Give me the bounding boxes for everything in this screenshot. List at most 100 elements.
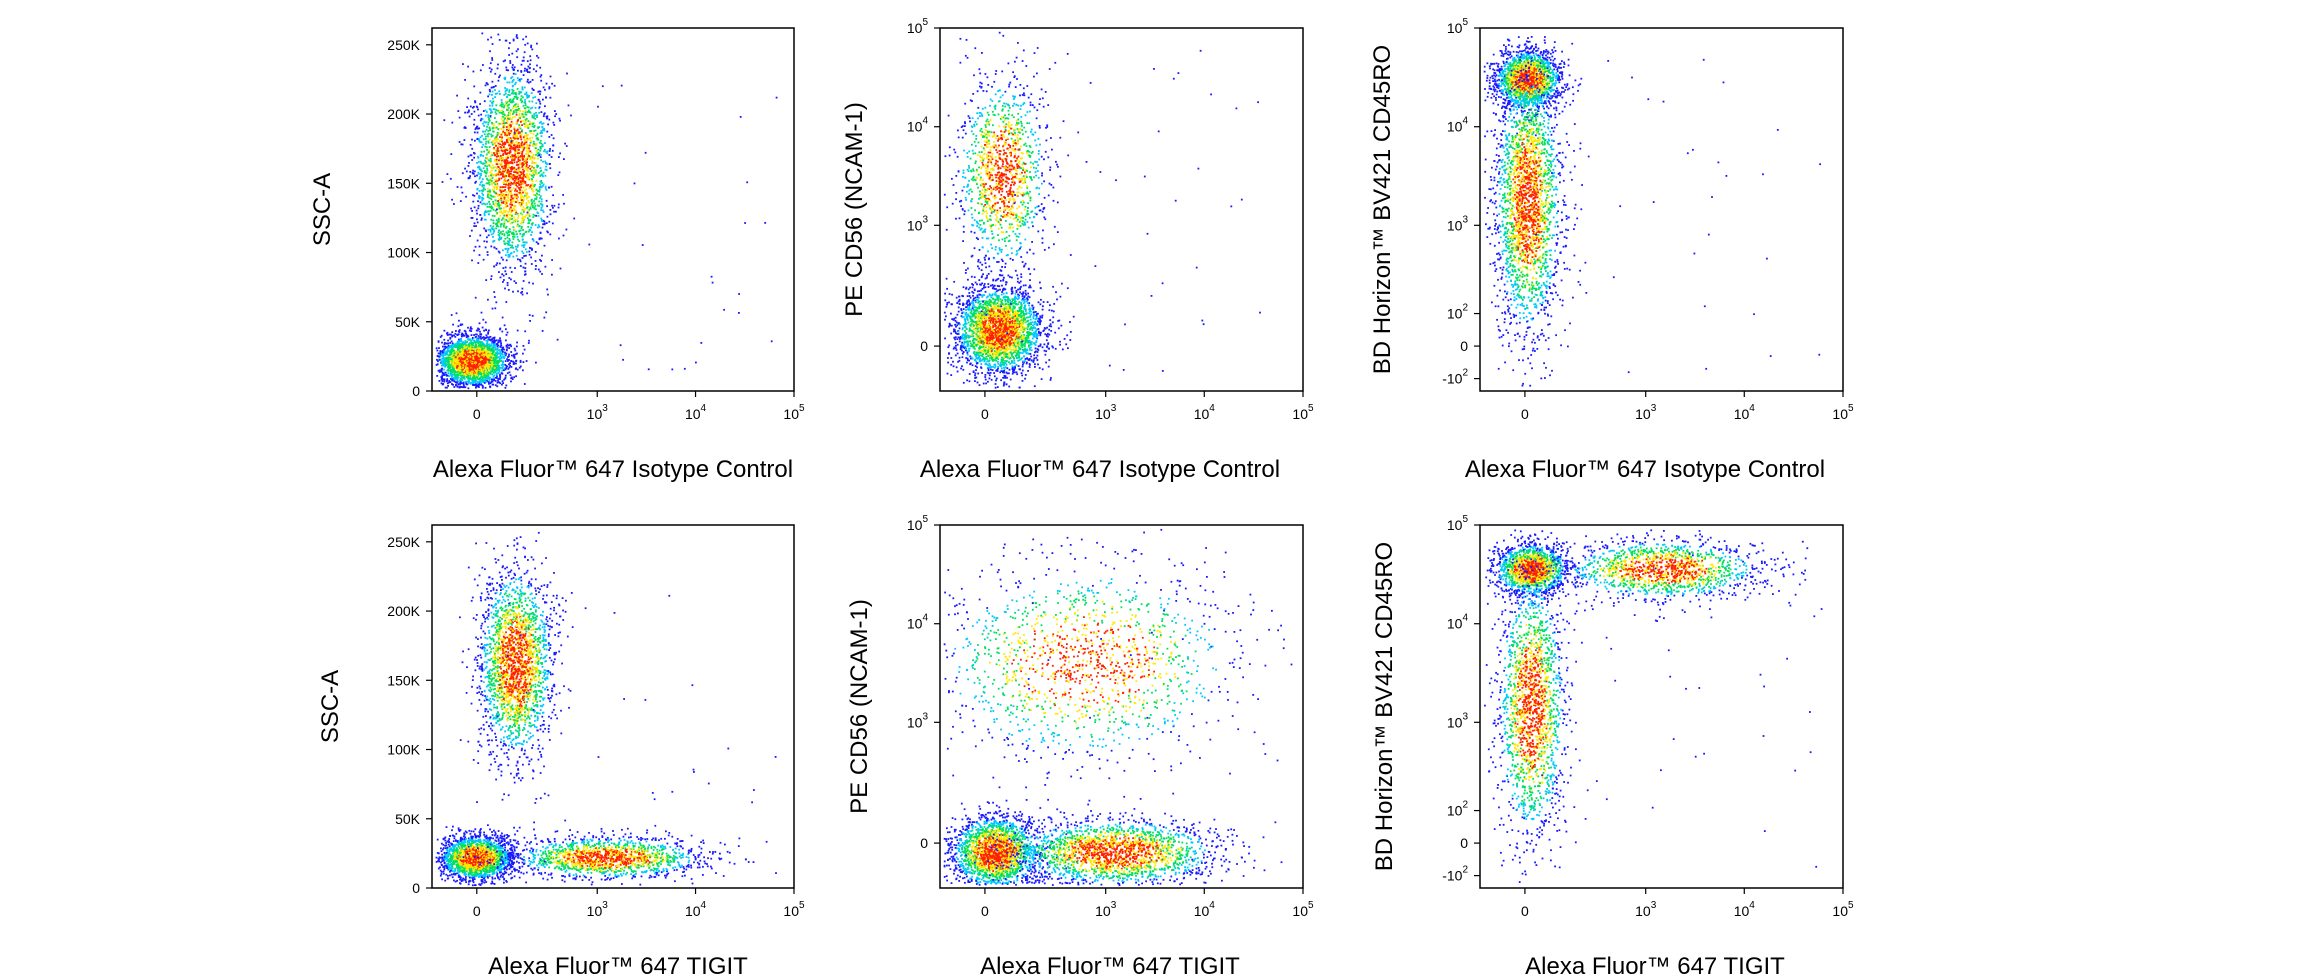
event-point [459,357,461,359]
event-point [508,367,510,369]
event-point [511,245,513,247]
event-point [534,96,536,98]
event-point [500,139,502,141]
event-point [520,78,522,80]
event-point [487,341,489,343]
event-point [544,245,546,247]
event-point [486,334,488,336]
event-point [532,188,534,190]
event-point [531,49,533,51]
event-point [506,204,508,206]
event-point [539,189,541,191]
event-point [508,128,510,130]
event-point [515,353,517,355]
event-point [509,100,511,102]
event-point [478,335,480,337]
event-point [523,136,525,138]
event-point [466,106,468,108]
event-point [516,50,518,52]
event-point [470,354,472,356]
event-point [496,339,498,341]
event-point [500,351,502,353]
event-point [548,88,550,90]
event-point [494,127,496,129]
event-point [511,144,513,146]
event-point [532,315,534,317]
event-point [504,117,506,119]
event-point [448,365,450,367]
event-point [507,372,509,374]
event-point [543,87,545,89]
event-point [723,309,725,311]
event-point [487,350,489,352]
event-point [520,98,522,100]
event-point [535,102,537,104]
event-point [541,255,543,257]
event-point [515,171,517,173]
event-point [502,363,504,365]
event-point [461,379,463,381]
event-point [512,113,514,115]
event-point [520,265,522,267]
event-point [506,181,508,183]
event-point [498,368,500,370]
event-point [548,187,550,189]
tick-base: 0 [473,406,481,422]
event-point [551,186,553,188]
y-tick-label: 0 [412,383,420,399]
event-point [502,111,504,113]
event-point [509,89,511,91]
event-point [516,219,518,221]
event-point [521,199,523,201]
event-point [488,364,490,366]
event-point [488,229,490,231]
event-point [535,115,537,117]
event-point [480,161,482,163]
event-point [490,246,492,248]
event-point [500,238,502,240]
event-point [502,373,504,375]
event-point [493,360,495,362]
event-point [475,361,477,363]
event-point [534,207,536,209]
event-point [515,246,517,248]
event-point [469,367,471,369]
event-point [489,67,491,69]
event-point [498,76,500,78]
event-point [533,191,535,193]
event-point [517,290,519,292]
event-point [450,178,452,180]
event-point [461,350,463,352]
event-point [540,209,542,211]
event-point [483,228,485,230]
event-point [445,365,447,367]
event-point [513,69,515,71]
event-point [515,188,517,190]
event-point [508,289,510,291]
event-point [436,375,438,377]
event-point [510,124,512,126]
event-point [496,141,498,143]
event-point [467,98,469,100]
event-point [547,115,549,117]
event-point [486,359,488,361]
event-point [521,251,523,253]
event-point [515,82,517,84]
event-point [497,128,499,130]
event-point [473,340,475,342]
event-point [498,124,500,126]
event-point [503,357,505,359]
event-point [545,311,547,313]
event-point [544,161,546,163]
x-axis-label: Alexa Fluor™ 647 Isotype Control [433,456,793,483]
event-point [523,241,525,243]
event-point [532,205,534,207]
event-point [491,142,493,144]
event-point [517,77,519,79]
event-point [472,170,474,172]
event-point [511,195,513,197]
event-point [481,193,483,195]
event-point [546,222,548,224]
event-point [484,349,486,351]
event-point [507,82,509,84]
